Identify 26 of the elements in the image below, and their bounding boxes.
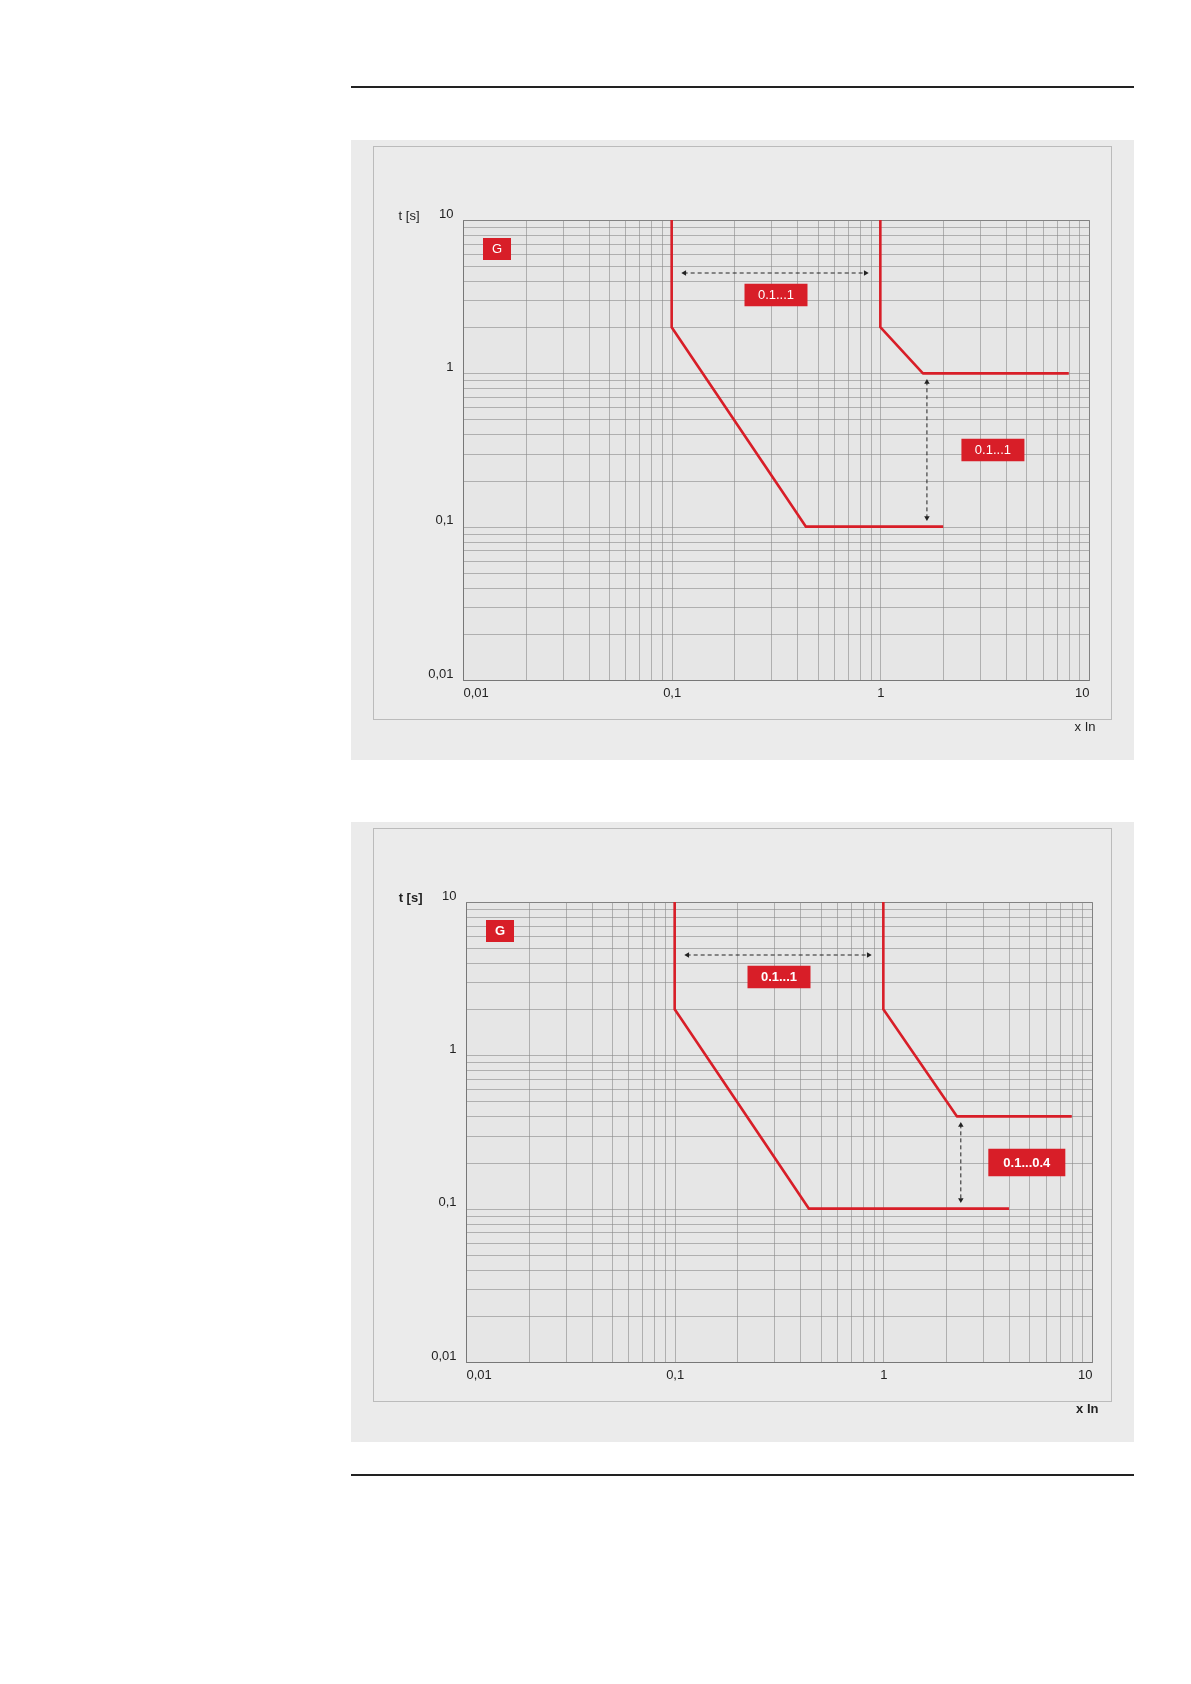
y-tick-label: 10 bbox=[439, 205, 454, 221]
x-axis-title: x In bbox=[1074, 718, 1096, 734]
x-tick-label: 10 bbox=[1075, 684, 1090, 700]
x-tick-label: 0,1 bbox=[663, 684, 682, 700]
y-axis-title: t [s] bbox=[398, 207, 420, 223]
y-tick-label: 10 bbox=[442, 887, 457, 903]
y-tick-label: 1 bbox=[446, 358, 454, 374]
x-tick-label: 10 bbox=[1078, 1366, 1093, 1382]
annotation: G bbox=[491, 241, 503, 256]
y-tick-label: 1 bbox=[449, 1040, 457, 1056]
x-tick-label: 0,01 bbox=[466, 1366, 492, 1382]
x-tick-label: 0,1 bbox=[666, 1366, 685, 1382]
y-axis-title: t [s] bbox=[398, 889, 423, 905]
y-tick-label: 0,1 bbox=[435, 512, 454, 528]
annotation: 0.1...1 bbox=[974, 442, 1011, 457]
annotation: 0.1...1 bbox=[757, 287, 795, 302]
annotation: G bbox=[494, 923, 506, 938]
y-tick-label: 0,01 bbox=[428, 665, 454, 681]
y-tick-label: 0,1 bbox=[438, 1194, 457, 1210]
x-tick-label: 1 bbox=[880, 1366, 888, 1382]
x-tick-label: 1 bbox=[877, 684, 885, 700]
annotation: 0.1...0.4 bbox=[1003, 1154, 1052, 1170]
x-tick-label: 0,01 bbox=[463, 684, 489, 700]
y-tick-label: 0,01 bbox=[431, 1347, 457, 1363]
annotation: 0.1...1 bbox=[760, 969, 798, 984]
x-axis-title: x In bbox=[1076, 1400, 1099, 1416]
